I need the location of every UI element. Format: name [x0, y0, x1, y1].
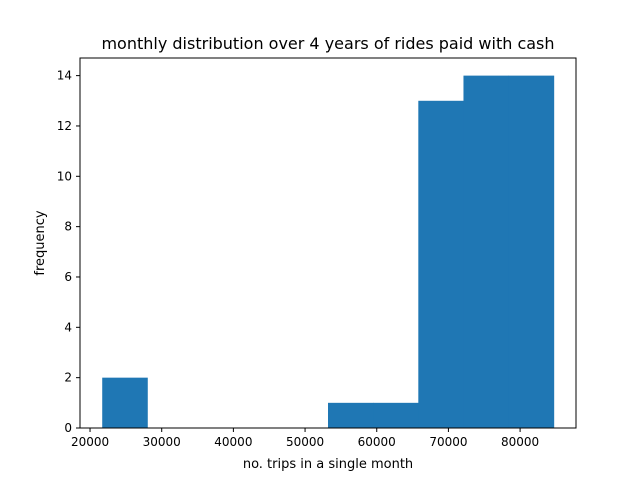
bars-group [102, 75, 555, 428]
chart-title: monthly distribution over 4 years of rid… [101, 34, 554, 53]
y-tick-label: 4 [64, 320, 72, 334]
y-tick-label: 12 [57, 119, 72, 133]
histogram-bar-8 [463, 75, 510, 428]
x-tick-label: 30000 [143, 435, 181, 449]
x-axis-label: no. trips in a single month [243, 457, 413, 472]
y-axis-label: frequency [33, 210, 48, 276]
histogram-bar-5 [328, 402, 374, 428]
x-tick-label: 50000 [286, 435, 324, 449]
x-tick-label: 60000 [358, 435, 396, 449]
histogram-bar-9 [508, 75, 555, 428]
y-tick-label: 10 [57, 169, 72, 183]
histogram-bar-6 [373, 402, 419, 428]
plot-frame [79, 57, 577, 429]
y-axis-ticks: 0 2 4 6 8 10 12 14 [57, 69, 80, 435]
x-tick-label: 70000 [429, 435, 467, 449]
x-tick-label: 20000 [71, 435, 109, 449]
histogram-bar-0 [102, 377, 148, 428]
x-tick-label: 40000 [214, 435, 252, 449]
x-tick-label: 80000 [501, 435, 539, 449]
y-tick-label: 14 [57, 69, 72, 83]
y-tick-label: 6 [64, 270, 72, 284]
y-tick-label: 2 [64, 371, 72, 385]
y-tick-label: 8 [64, 220, 72, 234]
y-tick-label: 0 [64, 421, 72, 435]
x-axis-ticks: 20000 30000 40000 50000 60000 70000 80000 [71, 428, 539, 449]
histogram-bar-7 [418, 100, 464, 428]
